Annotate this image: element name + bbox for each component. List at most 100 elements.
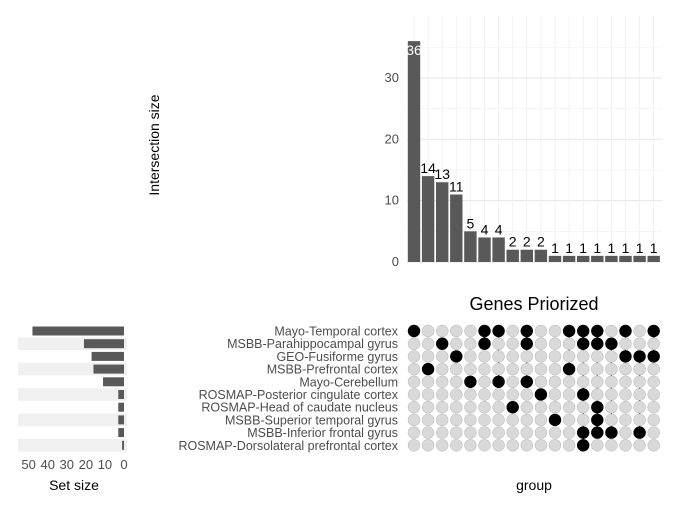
intersection-bar [591,255,604,262]
matrix-dot-inactive [633,401,646,414]
matrix-dot-inactive [436,426,449,439]
matrix-dot-inactive [421,388,435,401]
matrix-dot-inactive [478,388,491,401]
matrix-dot-inactive [506,388,519,401]
matrix-dot-inactive [562,350,576,363]
matrix-dot-inactive [605,324,618,338]
intersection-bar-label: 2 [537,234,545,250]
matrix-dot-inactive [478,401,491,414]
intersection-bar [548,255,562,262]
matrix-dot-inactive [436,439,449,452]
matrix-dot-inactive [619,413,632,427]
matrix-dot-inactive [464,401,477,414]
set-size-stripe [18,438,127,452]
matrix-dot-active [436,337,449,350]
set-size-tick-label: 10 [98,457,112,472]
intersection-y-tick-label: 20 [385,131,399,146]
matrix-dot-active [478,337,491,350]
matrix-dot-inactive [478,439,491,452]
matrix-dot-inactive [464,337,477,350]
matrix-dot-active [576,337,590,350]
intersection-bar-label: 36 [406,42,422,58]
matrix-dot-inactive [407,388,421,401]
matrix-dot-inactive [436,388,449,401]
set-size-bar [122,440,124,450]
matrix-dot-inactive [506,362,519,376]
matrix-dot-inactive [492,439,505,452]
matrix-dot-inactive [492,337,505,350]
matrix-dot-inactive [506,337,519,350]
matrix-dot-inactive [562,426,576,439]
matrix-dot-inactive [492,401,505,414]
matrix-dot-inactive [520,401,533,414]
matrix-dot-inactive [591,388,604,401]
matrix-dot-inactive [633,439,646,452]
matrix-dot-inactive [436,375,449,388]
matrix-dot-inactive [548,426,562,439]
intersection-bar [478,237,491,262]
matrix-dot-active [576,324,590,338]
matrix-dot-inactive [478,375,491,388]
intersection-bar-label: 5 [467,215,475,231]
matrix-dot-inactive [492,350,505,363]
matrix-dot-inactive [407,375,421,388]
matrix-dot-inactive [520,426,533,439]
matrix-dot-inactive [591,375,604,388]
matrix-dot-inactive [421,375,435,388]
matrix-dot-active [421,362,435,376]
matrix-dot-inactive [407,337,421,350]
matrix-dot-inactive [534,413,548,427]
set-name-label: MSBB-Parahippocampal gyrus [227,337,398,351]
matrix-dot-active [591,337,604,350]
matrix-dot-inactive [464,324,477,338]
set-size-tick-label: 40 [40,457,54,472]
matrix-dot-inactive [562,375,576,388]
matrix-dot-inactive [421,324,435,338]
matrix-dot-inactive [421,426,435,439]
set-size-bar [93,364,124,374]
matrix-dot-inactive [633,324,646,338]
set-name-label: GEO-Fusiforme gyrus [276,350,398,364]
set-size-axis-label: Set size [49,477,99,493]
intersection-bar-label: 1 [650,240,658,256]
intersection-bar-label: 4 [481,221,489,237]
intersection-y-tick-label: 0 [392,254,399,269]
matrix-dot-inactive [605,439,618,452]
matrix-dot-inactive [534,375,548,388]
matrix-dot-inactive [548,375,562,388]
intersection-bar-label: 14 [420,160,436,176]
matrix-dot-inactive [576,362,590,376]
matrix-dot-active [633,350,646,363]
intersection-bar [633,255,646,262]
matrix-dot-inactive [407,362,421,376]
matrix-dot-active [548,413,562,427]
matrix-dot-inactive [647,375,660,388]
matrix-dot-active [464,375,477,388]
matrix-dot-inactive [548,350,562,363]
set-name-label: ROSMAP-Posterior cingulate cortex [199,388,399,402]
matrix-dot-inactive [647,426,660,439]
set-size-stripe [18,413,127,427]
intersection-bar [647,255,660,262]
matrix-dot-active [562,324,576,338]
matrix-dot-active [492,324,505,338]
matrix-dot-inactive [619,362,632,376]
matrix-dot-inactive [450,388,463,401]
intersection-bar-label: 2 [523,234,531,250]
matrix-dot-inactive [421,350,435,363]
set-name-label: MSBB-Inferior frontal gyrus [247,426,398,440]
matrix-dot-inactive [450,401,463,414]
intersection-bar [436,182,449,262]
matrix-dot-inactive [464,350,477,363]
matrix-dot-inactive [450,426,463,439]
set-name-label: ROSMAP-Dorsolateral prefrontal cortex [178,439,398,453]
matrix-dot-inactive [633,388,646,401]
intersection-bar [577,255,590,262]
set-size-bar [32,326,124,336]
matrix-dot-inactive [562,439,576,452]
matrix-dot-inactive [534,439,548,452]
set-name-label: ROSMAP-Head of caudate nucleus [201,401,398,415]
set-size-tick-label: 20 [79,457,93,472]
matrix-dot-inactive [464,413,477,427]
